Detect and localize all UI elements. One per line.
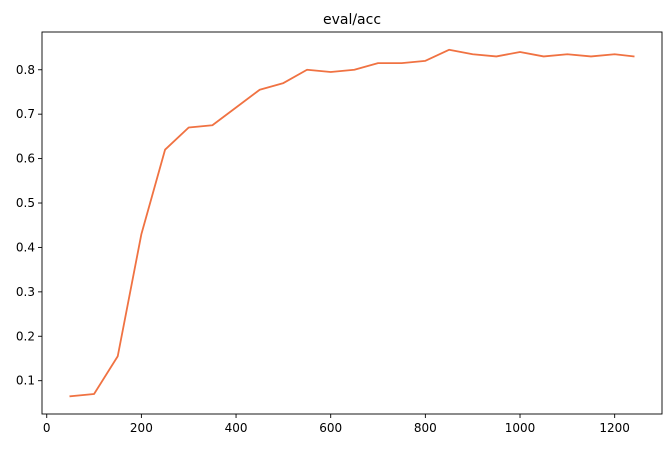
y-tick-label: 0.6 [16, 152, 35, 166]
plot-frame [41, 31, 663, 415]
y-tick-label: 0.7 [16, 107, 35, 121]
x-tick-label: 400 [225, 421, 248, 435]
chart-title: eval/acc [323, 12, 381, 28]
y-tick-label: 0.8 [16, 63, 35, 77]
x-tick-label: 800 [414, 421, 437, 435]
y-tick-label: 0.4 [16, 240, 35, 254]
ticks: 0 200 400 600 800 1000 1200 0.1 0.2 0.3 0.4 0.5 0.6 0… [16, 63, 630, 435]
x-tick-label: 600 [319, 421, 342, 435]
x-tick-label: 1000 [505, 421, 536, 435]
x-tick-label: 0 [43, 421, 51, 435]
axes [41, 31, 663, 415]
y-tick-label: 0.1 [16, 374, 35, 388]
x-tick-label: 200 [130, 421, 153, 435]
y-tick-label: 0.5 [16, 196, 35, 210]
y-tick-label: 0.3 [16, 285, 35, 299]
series-line-eval-acc [69, 48, 635, 398]
x-tick-label: 1200 [599, 421, 630, 435]
y-tick-label: 0.2 [16, 329, 35, 343]
series [69, 48, 635, 398]
